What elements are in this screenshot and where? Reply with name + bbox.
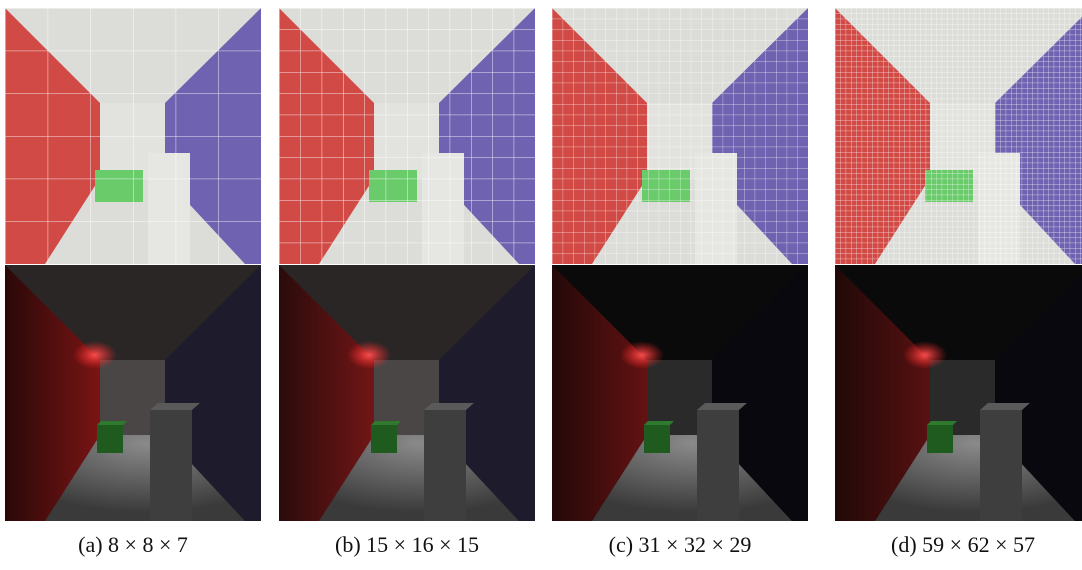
voxel-render [552,8,808,264]
panel-caption: (b) 15 × 16 × 15 [335,532,479,557]
lit-render [835,265,1082,521]
figure: (a) 8 × 8 × 7 (b) 15 × 16 × 15 (c) 31 × 32… [0,0,1082,570]
panel-caption: (a) 8 × 8 × 7 [78,532,188,557]
lit-render [5,265,261,521]
panel-caption: (c) 31 × 32 × 29 [609,532,752,557]
lit-render [552,265,808,521]
voxel-render [835,8,1082,264]
voxel-render [5,8,261,264]
lit-render [279,265,535,521]
voxel-render [279,8,535,264]
panel-caption: (d) 59 × 62 × 57 [891,532,1035,557]
